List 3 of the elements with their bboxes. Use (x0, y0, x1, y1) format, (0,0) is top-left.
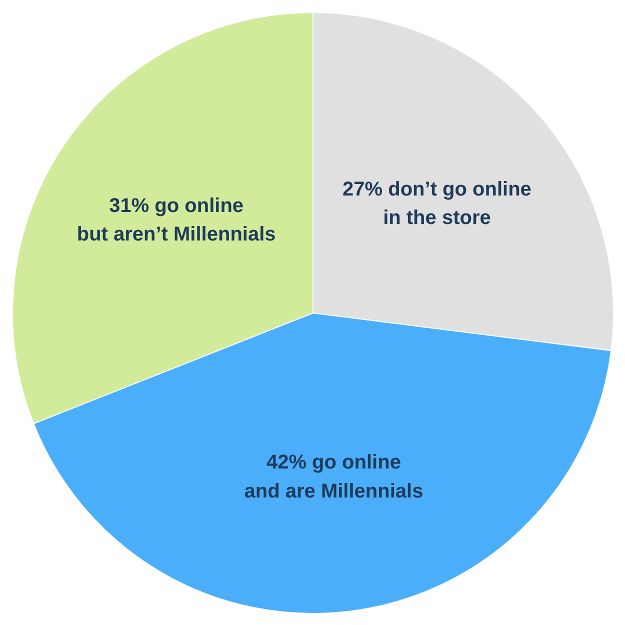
slice-label: 27% don’t go online in the store (342, 178, 532, 230)
slice-label: 31% go online but aren’t Millennials (76, 194, 276, 246)
slice-label: 42% go online and are Millennials (244, 452, 424, 502)
